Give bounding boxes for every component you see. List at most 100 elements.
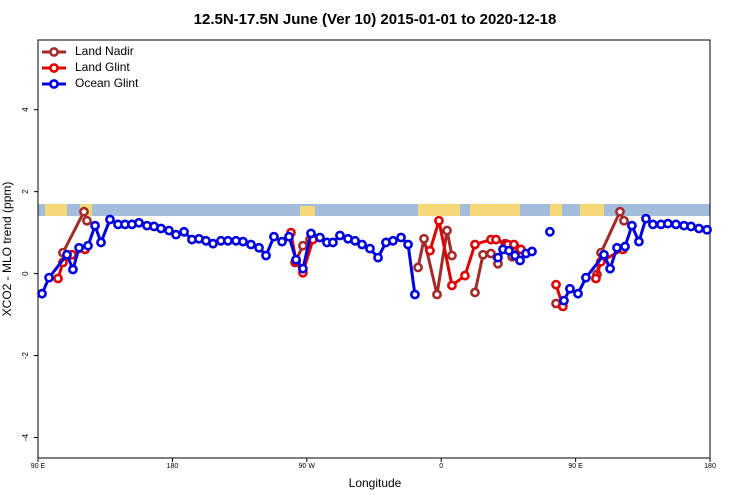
land-patch [300, 206, 315, 216]
data-point [357, 239, 367, 250]
data-point [486, 248, 496, 259]
data-point [620, 241, 630, 252]
data-point [509, 239, 519, 250]
data-point [79, 206, 89, 217]
data-point [37, 288, 47, 299]
data-point [156, 223, 166, 234]
data-point [641, 213, 651, 224]
data-point [403, 239, 413, 250]
data-point [615, 206, 625, 217]
legend-swatch-marker [49, 63, 59, 73]
data-point [83, 240, 93, 251]
y-tick-label: -4 [21, 433, 30, 441]
data-point [373, 252, 383, 263]
x-tick-label: 180 [704, 463, 716, 470]
data-point [425, 245, 435, 256]
x-tick-label: 0 [439, 463, 443, 470]
data-point [68, 264, 78, 275]
data-point [648, 219, 658, 230]
data-point [478, 249, 488, 260]
data-point [254, 242, 264, 253]
data-point [328, 237, 338, 248]
data-point [298, 240, 308, 251]
data-point [238, 236, 248, 247]
data-point [62, 249, 72, 260]
y-tick-label: 4 [21, 107, 30, 112]
data-point [599, 249, 609, 260]
x-tick-label: 90 W [299, 463, 316, 470]
data-point [686, 221, 696, 232]
data-point [413, 262, 423, 273]
y-tick-label: -2 [21, 351, 30, 359]
data-point [551, 279, 561, 290]
data-point [269, 231, 279, 242]
data-point [134, 217, 144, 228]
data-point [396, 232, 406, 243]
data-point [605, 263, 615, 274]
data-point [90, 220, 100, 231]
legend-swatch-marker [49, 79, 59, 89]
legend-label: Ocean Glint [75, 76, 139, 90]
data-point [171, 229, 181, 240]
data-point [410, 289, 420, 300]
data-point [246, 239, 256, 250]
data-point [491, 234, 501, 245]
data-point [365, 243, 375, 254]
plot-frame [37, 39, 711, 459]
data-point [44, 272, 54, 283]
data-point [662, 218, 673, 229]
data-point [164, 225, 174, 236]
data-point [261, 250, 271, 261]
data-point [291, 254, 301, 265]
data-point [447, 250, 457, 261]
data-point [284, 231, 294, 242]
data-point [434, 215, 444, 226]
land-patch [580, 204, 604, 216]
land-patch [45, 204, 67, 216]
data-point [96, 237, 106, 248]
data-point [470, 287, 480, 298]
data-point [335, 230, 345, 241]
legend-swatch-marker [49, 47, 59, 57]
data-point [419, 233, 429, 244]
data-point [179, 226, 189, 237]
data-point [619, 215, 629, 226]
data-point [53, 273, 63, 284]
data-point [626, 220, 637, 231]
data-point [447, 280, 457, 291]
data-point [559, 295, 569, 306]
data-point [442, 225, 452, 236]
y-axis-label: XCO2 - MLO trend (ppm) [0, 182, 14, 317]
x-tick-label: 90 E [568, 463, 583, 470]
x-axis-label: Longitude [349, 476, 402, 490]
data-point [74, 242, 84, 253]
data-point [388, 235, 398, 246]
legend-label: Land Nadir [75, 44, 134, 58]
data-point [671, 219, 681, 230]
data-point [612, 242, 622, 253]
data-point [208, 238, 218, 249]
data-point [581, 272, 591, 283]
legend-label: Land Glint [75, 60, 130, 74]
data-point [694, 223, 704, 234]
data-point [565, 283, 575, 294]
data-point [545, 226, 555, 237]
data-point [527, 246, 537, 257]
data-point [515, 255, 525, 266]
map-strip [38, 204, 710, 216]
data-point [223, 235, 233, 246]
chart-title: 12.5N-17.5N June (Ver 10) 2015-01-01 to … [194, 11, 557, 28]
data-point [298, 263, 308, 274]
data-point [350, 235, 360, 246]
data-point [573, 288, 583, 299]
land-patch [550, 204, 562, 216]
data-point [306, 228, 316, 239]
y-tick-label: 0 [21, 271, 30, 276]
data-point [504, 245, 514, 256]
data-point [277, 236, 287, 247]
data-point [105, 214, 115, 225]
land-patch [470, 204, 520, 216]
x-tick-label: 180 [167, 463, 179, 470]
